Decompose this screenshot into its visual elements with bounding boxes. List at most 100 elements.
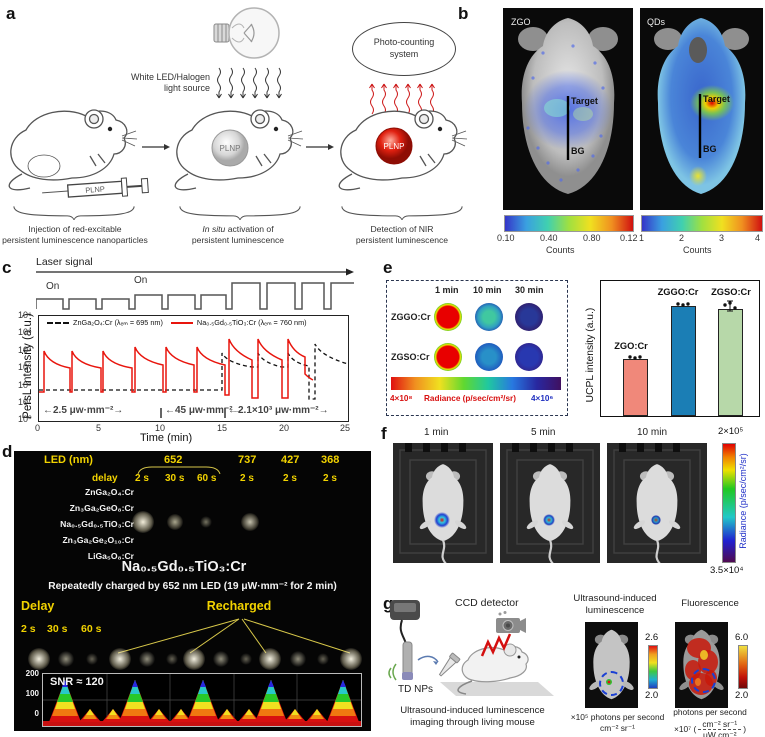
syringe-icon: PLNP [42,177,149,198]
g-mid-title: Ultrasound-induced luminescence [573,593,657,616]
g-right-denominator: μW cm⁻² [703,730,737,737]
snr-ytick: 0 [34,709,39,718]
e-cb-right-value: 4×10⁶ [531,394,554,403]
arrow-right-icon [306,144,334,150]
snr-ytick: 100 [25,689,39,698]
plnp-gray-sphere [211,129,249,167]
qds-cb-tick: 3 [719,233,725,243]
e-dashed-box: 1 min 10 min 30 min ZGGO:Cr ZGSO:Cr 4×10… [386,280,568,416]
e-cb-left-value: 4×10⁸ [390,394,413,403]
panel-f-label: f [381,424,387,443]
c-curves [39,338,348,418]
d-subtitle: Repeatedly charged by 652 nm LED (19 μW·… [48,581,337,592]
f-cb-top-value: 2×10⁵ [718,426,744,437]
emission-light-arrows-icon [369,83,435,115]
plnp-gray-label: PLNP [220,144,241,153]
zgo-cb-tick: 0.12 [620,233,638,243]
persl-spot [340,648,362,670]
light-source-label: White LED/Halogen light source [130,72,210,94]
c-ytick: 10³ [18,362,32,372]
panel-c-label: c [2,258,12,277]
e-col-header: 30 min [515,285,544,295]
panel-d-image: LED (nm) 652 737 427 368 delay 2 s 30 s … [14,451,371,731]
bar-zggo [671,306,696,416]
e-colorbar [391,377,561,390]
g-mid-colorbar [648,645,658,689]
brace-icon [341,206,463,220]
g-right-cb-bottom: 2.0 [735,690,749,701]
c-plot-area: ZnGa₂O₄:Cr (λₑₘ = 695 nm) Na₀.₅Gd₀.₅TiO₃… [38,315,349,422]
bar-zgso [718,309,743,416]
snr-plot: SNR ≈ 120 [42,673,362,727]
g-right-roi-circle [691,668,716,693]
c-xtick: 5 [96,423,102,433]
ccd-detector-label: CCD detector [455,597,519,609]
zgo-image-title: ZGO [511,17,531,27]
plnp-syringe-label: PLNP [85,184,105,194]
persl-spot [109,648,131,670]
brace-icon [13,206,135,220]
persl-spot [317,653,329,665]
mouse-drawing-3: PLNP [338,109,468,191]
g-right-factor: ×10⁷ ( [673,724,697,735]
mouse-drawing-2: PLNP [174,109,304,191]
qds-cb-tick: 2 [679,233,685,243]
snr-ytick: 200 [25,669,39,678]
c-xtick: 25 [340,423,351,433]
e-col-header: 10 min [473,285,502,295]
f-mouse-image-1min [393,443,493,563]
phosphor-row-label: Na₀.₅Gd₀.₅TiO₃:Cr [60,519,134,529]
bar-label-zggo: ZGGO:Cr [657,287,699,297]
mouse-drawing-1 [8,109,138,191]
light-bulb-icon [213,7,280,59]
well-spot-zggo-10min [475,303,503,331]
delay-value: 2 s [240,473,254,484]
c-ytick: 10⁰ [18,414,32,424]
f-time-label: 1 min [424,427,449,438]
panel-a-label: a [6,4,16,23]
power-annotation-3: ←2.1×10³ μw·mm⁻²→ [228,405,329,416]
persl-spot [166,653,178,665]
g-right-factor-close: ) [743,724,747,735]
bar-error-dots [628,300,737,360]
legend-entry-1: ZnGa₂O₄:Cr (λₑₘ = 695 nm) [73,318,163,327]
delay-value: 60 s [197,473,217,484]
zgo-bg-label: BG [571,146,585,156]
led-nm-header: LED (nm) [44,454,93,466]
zgo-cb-tick: 0.40 [540,233,558,243]
phosphor-row-label: LiGa₅O₈:Cr [87,551,134,561]
well-spot-zgso-10min [475,343,503,371]
e-bar-ylabel: UCPL intensity (a.u.) [585,307,596,403]
qds-cb-units: Counts [683,245,712,255]
laser-on-label-1: On [46,281,60,292]
g-right-cb-top: 6.0 [735,632,749,643]
snr-value-label: SNR ≈ 120 [50,676,104,688]
zgo-cb-units: Counts [546,245,575,255]
wavelength-427: 427 [281,454,300,466]
legend-dashed-sample [47,321,69,324]
qds-colorbar [641,215,763,232]
persl-spot [259,648,281,670]
c-xtick: 20 [279,423,290,433]
persl-spot [213,651,229,667]
e-bar-chart: ZGO:Cr ZGGO:Cr ZGSO:Cr [600,280,760,417]
g-mid-cb-top: 2.6 [645,632,659,643]
recharged-header: Recharged [206,599,272,613]
persl-spot [28,648,50,670]
delay-value: 2 s [283,473,297,484]
zgo-colorbar [504,215,634,232]
laser-square-wave [36,282,354,310]
laser-signal-arrow [36,268,354,276]
laser-signal-label: Laser signal [36,256,93,268]
e-col-header: 1 min [435,285,459,295]
brace-652-icon [137,466,221,474]
g-mid-roi-circle [599,671,624,696]
wavelength-737: 737 [238,454,257,466]
c-ytick: 10⁵ [18,327,32,337]
legend-solid-sample [170,321,193,324]
well-spot-zggo-1min [434,303,462,331]
c-ytick: 10⁴ [18,345,32,355]
caption-injection: Injection of red-excitable persistent lu… [2,224,148,245]
legend-entry-2: Na₀.₅Gd₀.₅TiO₃:Cr (λₑₘ = 760 nm) [196,318,307,327]
